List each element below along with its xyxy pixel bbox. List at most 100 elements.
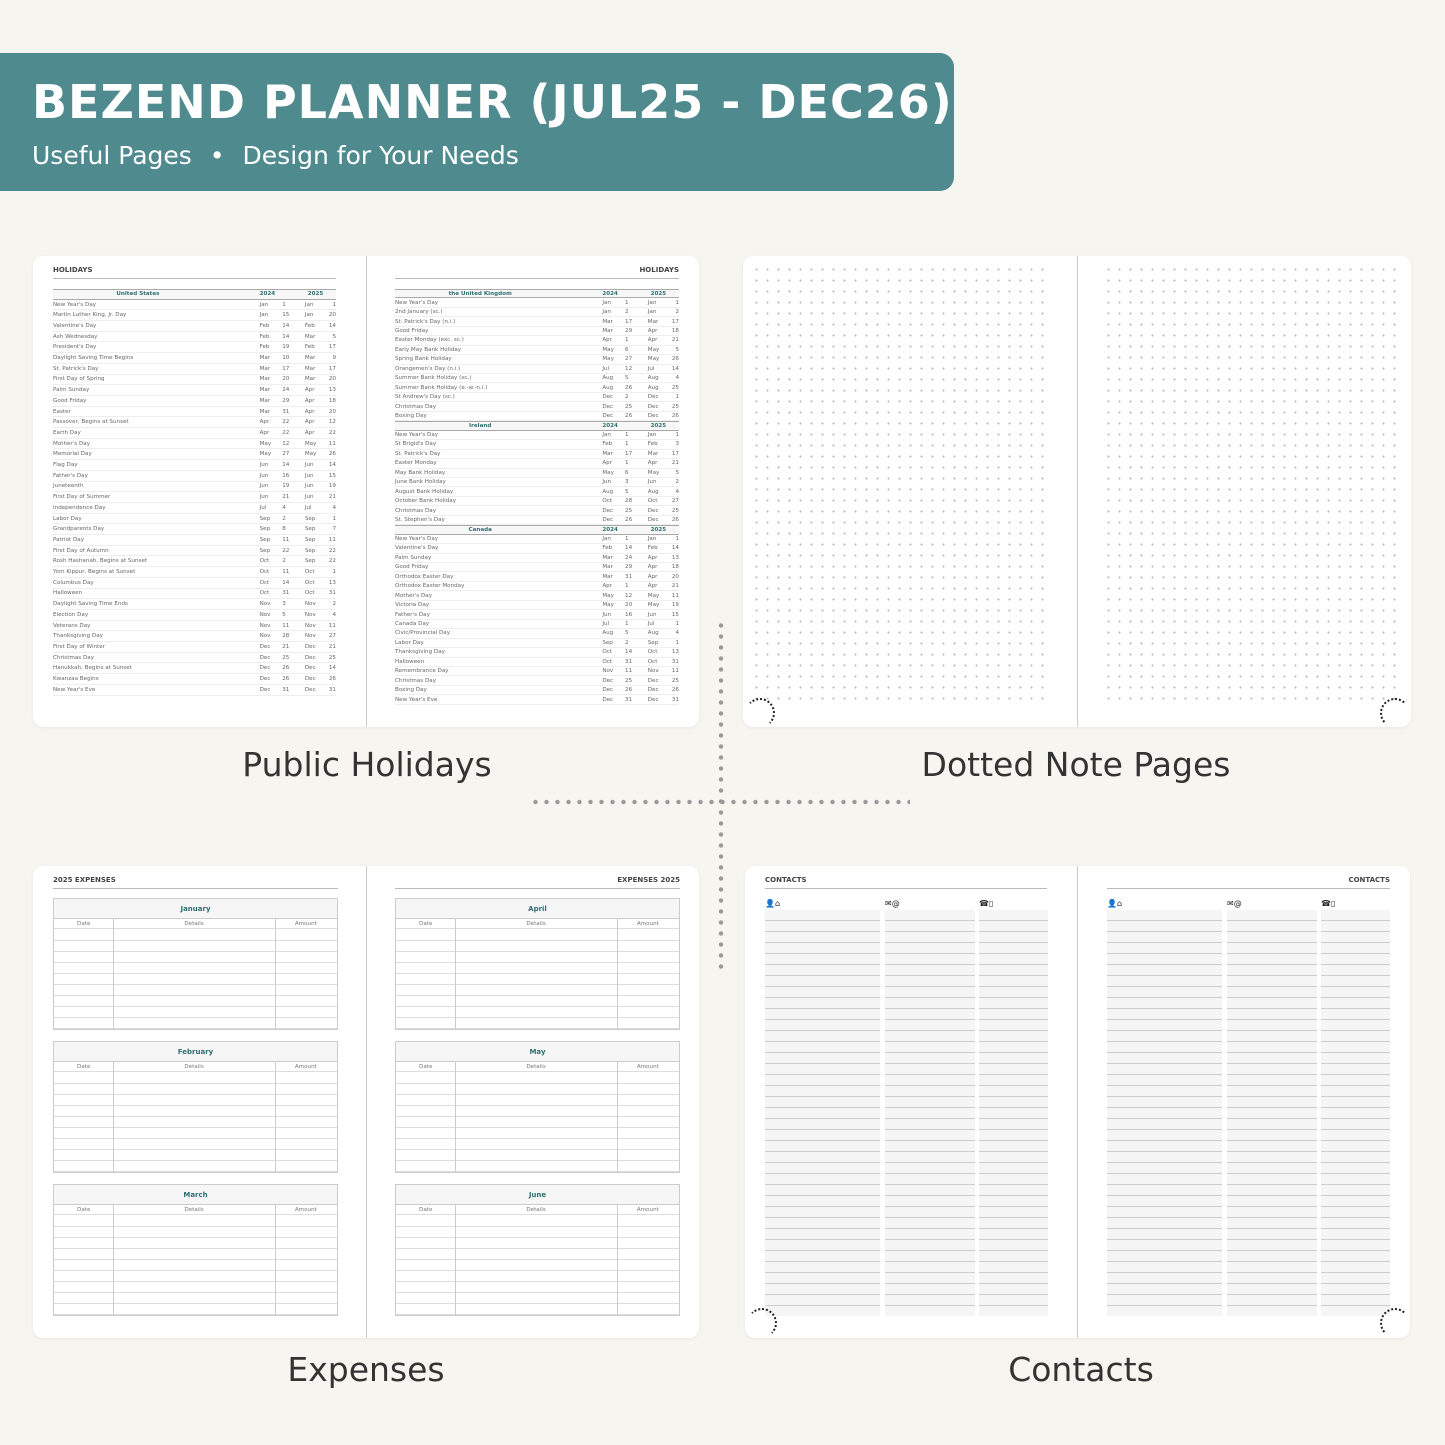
holiday-row: Victoria Day May 20 May 19: [395, 601, 679, 611]
month-2025: Jan: [647, 309, 657, 316]
title-rule: [765, 888, 1047, 889]
day-2025: 11: [671, 668, 679, 675]
month-2024: Aug: [602, 375, 614, 382]
year-2025: 2025: [307, 291, 324, 298]
column-amount: Amount: [294, 1207, 317, 1213]
column-date: Date: [77, 1064, 91, 1070]
day-2025: 13: [671, 649, 679, 656]
day-2025: 1: [675, 431, 679, 438]
column-details: Details: [184, 1064, 204, 1070]
day-2025: 25: [328, 654, 336, 661]
title-rule: [53, 888, 338, 889]
holiday-row: First Day of Spring Mar 20 Mar 20: [53, 375, 336, 386]
holiday-row: Daylight Saving Time Ends Nov 3 Nov 2: [53, 599, 336, 610]
column-divider: [274, 919, 276, 1029]
holiday-name: Civic/Provincial Day: [395, 630, 451, 637]
year-2024: 2024: [602, 423, 618, 430]
expense-month-table: February Date Details Amount: [53, 1041, 338, 1173]
day-2024: 1: [625, 441, 629, 448]
contacts-page-left: CONTACTS 👤⌂ ✉@ ☎▯: [745, 866, 1077, 1338]
holiday-table: the United Kingdom 2024 2025 New Year's Day…: [395, 289, 679, 727]
column-divider: [616, 1205, 618, 1315]
month-2025: Sep: [304, 558, 316, 565]
month-2024: Oct: [602, 498, 612, 505]
month-2024: Sep: [259, 515, 271, 522]
holiday-row: Columbus Day Oct 14 Oct 13: [53, 578, 336, 589]
holiday-row: Father's Day Jun 16 Jun 15: [53, 471, 336, 482]
month-2025: Apr: [647, 554, 658, 561]
holiday-name: Victoria Day: [395, 602, 430, 609]
holiday-row: Passover, Begins at Sunset Apr 22 Apr 12: [53, 417, 336, 429]
holiday-row: Good Friday Mar 29 Apr 18: [395, 563, 679, 573]
month-2025: May: [647, 602, 660, 609]
holiday-row: St. Patrick's Day Mar 17 Mar 17: [395, 450, 679, 460]
title-rule: [1107, 888, 1390, 889]
holiday-name: Labor Day: [395, 639, 424, 646]
month-2025: Jun: [304, 483, 314, 490]
holiday-name: Thanksgiving Day: [395, 649, 445, 656]
month-2024: Dec: [602, 507, 614, 514]
month-2025: Mar: [647, 450, 659, 457]
holiday-name: Passover, Begins at Sunset: [53, 419, 129, 426]
day-2025: 1: [332, 515, 336, 522]
day-2024: 11: [282, 622, 290, 629]
day-2025: 18: [328, 397, 336, 404]
day-2024: 2: [625, 394, 629, 401]
day-2025: 25: [671, 677, 679, 684]
day-2024: 8: [282, 526, 286, 533]
holiday-name: Summer Bank Holiday (e.-w.-n.i.): [395, 384, 488, 391]
holiday-name: Grandparents Day: [53, 526, 105, 533]
day-2025: 13: [328, 387, 336, 394]
caption-contacts: Contacts: [1008, 1350, 1154, 1389]
holiday-name: May Bank Holiday: [395, 469, 446, 476]
holiday-name: Earth Day: [53, 429, 81, 436]
day-2025: 14: [671, 545, 679, 552]
month-2024: Jun: [259, 483, 269, 490]
day-2024: 20: [625, 602, 633, 609]
corner-cut-mark: [745, 698, 775, 728]
page-title: EXPENSES 2025: [617, 876, 680, 884]
month-2024: Jun: [602, 479, 612, 486]
column-details: Details: [526, 921, 546, 927]
holiday-row: St. Stephen's Day Dec 26 Dec 26: [395, 516, 679, 526]
day-2025: 14: [671, 365, 679, 372]
expense-lines: [396, 1216, 679, 1315]
day-2025: 15: [671, 611, 679, 618]
holiday-name: St Brigid's Day: [395, 441, 437, 448]
month-2025: Nov: [304, 611, 316, 618]
holiday-name: Valentine's Day: [395, 545, 439, 552]
month-2025: Apr: [304, 387, 315, 394]
column-date: Date: [419, 1207, 433, 1213]
column-details: Details: [526, 1207, 546, 1213]
contacts-page-right: CONTACTS 👤⌂ ✉@ ☎▯: [1087, 866, 1410, 1338]
month-2024: Oct: [259, 579, 270, 586]
day-2025: 25: [671, 384, 679, 391]
month-2024: Jan: [602, 299, 611, 306]
email-icon: ✉@: [885, 899, 900, 908]
holiday-name: New Year's Eve: [395, 696, 438, 703]
day-2025: 22: [328, 547, 336, 554]
month-2025: Sep: [304, 536, 316, 543]
month-2024: Feb: [259, 344, 270, 351]
column-amount: Amount: [636, 921, 659, 927]
month-2025: Oct: [647, 649, 658, 656]
month-2025: May: [647, 592, 660, 599]
holiday-name: Yom Kippur, Begins at Sunset: [53, 569, 136, 576]
column-divider: [274, 1062, 276, 1172]
holiday-name: Martin Luther King, Jr. Day: [53, 312, 127, 319]
month-2024: Sep: [259, 526, 271, 533]
month-2024: Nov: [259, 622, 271, 629]
day-2024: 25: [282, 654, 290, 661]
day-2025: 26: [671, 356, 679, 363]
day-2024: 31: [282, 686, 290, 693]
month-2024: Jun: [602, 611, 612, 618]
day-2024: 14: [282, 579, 290, 586]
expense-lines: [54, 930, 337, 1029]
day-2024: 14: [282, 333, 290, 340]
column-divider: [455, 1062, 457, 1172]
column-headers: Date Details Amount: [54, 1205, 337, 1215]
holiday-row: Early May Bank Holiday May 6 May 5: [395, 346, 679, 356]
day-2024: 26: [625, 687, 633, 694]
month-2024: Dec: [602, 677, 614, 684]
holiday-row: Independence Day Jul 4 Jul 4: [53, 503, 336, 514]
